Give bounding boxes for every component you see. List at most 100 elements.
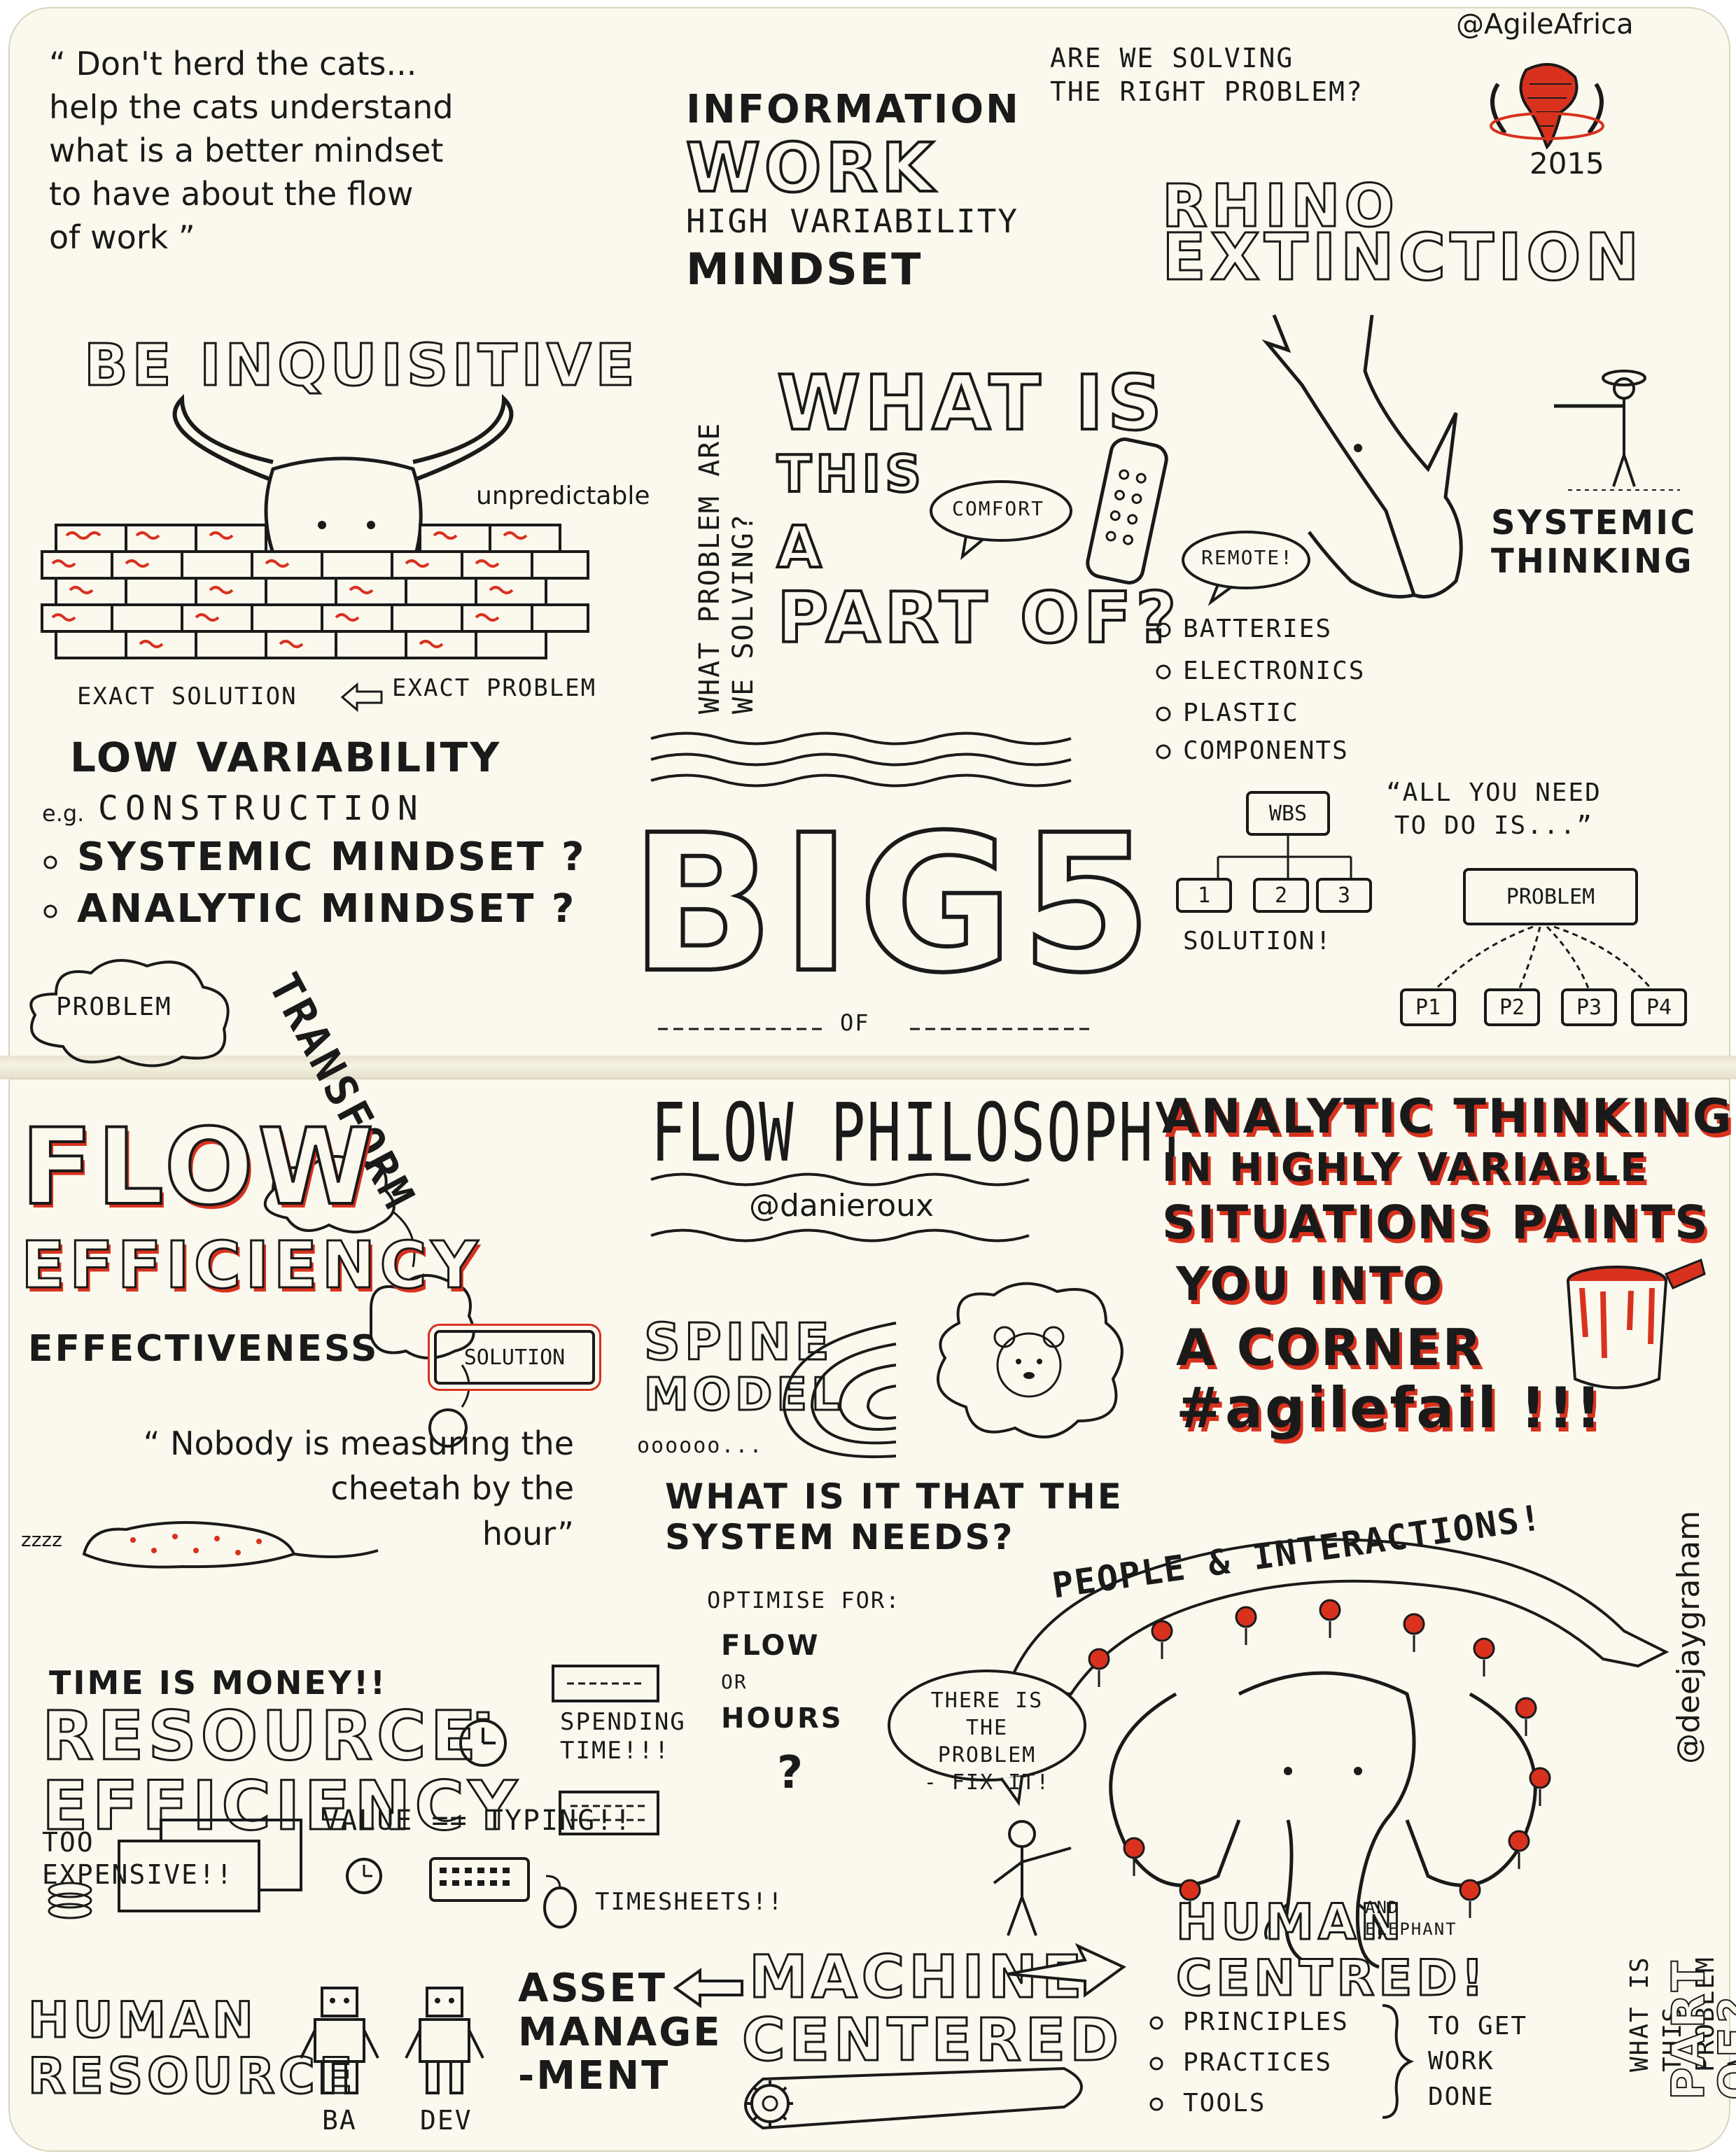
mouse-icon	[543, 1875, 577, 1928]
bear-thought-cloud-icon	[937, 1282, 1124, 1438]
mindset-bullet-icons	[43, 855, 57, 918]
construction-word: CONSTRUCTION	[98, 789, 425, 828]
buffalo-over-wall-icon	[41, 393, 589, 659]
spine-model-diagram-icon	[782, 1322, 897, 1459]
low-variability-title: LOW VARIABILITY	[70, 734, 502, 781]
wbs-box: WBS	[1246, 791, 1330, 836]
clock-icon	[346, 1858, 382, 1894]
remote-speech-bubble-icon	[1182, 531, 1310, 606]
problem-tree-arrows-icon	[1434, 925, 1653, 991]
cheetah-quote: “ Nobody is measuring the cheetah by the…	[143, 1424, 574, 1553]
danieroux-handle: @danieroux	[749, 1188, 934, 1224]
what-is-title-4: PART OF?	[776, 577, 1181, 659]
optimise-flow: FLOW	[721, 1630, 820, 1662]
remote-part-item: ELECTRONICS	[1183, 657, 1366, 685]
page-seam	[0, 1056, 1736, 1079]
paper-sheets-icon	[552, 1665, 659, 1835]
problem-root-box: PROBLEM	[1463, 868, 1638, 925]
optimise-hours: HOURS	[721, 1702, 844, 1735]
info-work-line3: HIGH VARIABILITY	[686, 202, 1019, 240]
analytic-line: #agilefail !!!	[1176, 1376, 1604, 1441]
value-typing: VALUE == TYPING!!	[322, 1805, 633, 1837]
right-problem-question: ARE WE SOLVING THE RIGHT PROBLEM?	[1050, 43, 1364, 107]
deejaygraham-handle: @deejaygraham	[1671, 1511, 1707, 1764]
rhino-title-1: RHINO	[1161, 172, 1399, 240]
comfort-label: COMFORT	[952, 497, 1045, 520]
zzz-label: zzzz	[21, 1528, 62, 1551]
systemic-thinking: SYSTEMIC THINKING	[1491, 503, 1698, 582]
exact-problem-label: EXACT PROBLEM	[392, 674, 597, 702]
problem-child-box: P2	[1484, 988, 1540, 1026]
remote-part-item: BATTERIES	[1183, 615, 1333, 643]
pointing-person-icon	[993, 1820, 1072, 1936]
ppt-item: TOOLS	[1183, 2089, 1266, 2118]
remote-part-item: PLASTIC	[1183, 699, 1299, 727]
problem-cloud-icon	[29, 959, 230, 1068]
spine-title: SPINE	[643, 1312, 834, 1371]
problem-child-box: P1	[1400, 988, 1456, 1026]
big5-title: BIG5	[628, 794, 1159, 1014]
dev-robot-icon	[405, 1987, 484, 2094]
resource-title: RESOURCE	[41, 1697, 481, 1775]
info-work-line4: MINDSET	[686, 244, 923, 295]
timesheets: TIMESHEETS!!	[595, 1888, 784, 1916]
efficiency-sub-title: EFFICIENCY	[41, 1767, 522, 1845]
be-inquisitive-title: BE INQUISITIVE	[83, 332, 639, 399]
what-is-title-1: WHAT IS	[776, 360, 1166, 447]
left-arrow-icon	[340, 682, 383, 713]
flow-philosophy-title: FLOW PHILOSOPHY	[651, 1087, 1191, 1180]
analytic-line: ANALYTIC THINKING	[1162, 1089, 1734, 1144]
optimise-or: OR	[721, 1670, 748, 1693]
human-resource-l2: RESOURCE	[27, 2047, 357, 2105]
comfort-speech-bubble-icon	[930, 480, 1072, 561]
what-is-this-part-big: PART OF?	[1662, 1956, 1736, 2101]
optimise-question: ?	[777, 1747, 806, 1799]
solution-box: SOLUTION	[434, 1330, 595, 1385]
human-resource-l1: HUMAN	[27, 1991, 258, 2049]
rhino-drawing-icon	[1261, 314, 1463, 598]
robot-label-dev: DEV	[420, 2105, 472, 2136]
robot-label-ba: BA	[322, 2105, 357, 2136]
fix-it-text: THERE IS THE PROBLEM - FIX IT!	[923, 1688, 1051, 1795]
wbs-tree-lines-icon	[1217, 836, 1352, 878]
fix-it-speech-bubble-icon	[888, 1670, 1086, 1807]
wbs-solution-label: SOLUTION!	[1183, 927, 1333, 955]
flow-title: FLOW	[20, 1107, 378, 1228]
big5-wave-lines-icon	[650, 732, 1072, 788]
agile-africa-logo-icon	[1490, 63, 1604, 150]
analytic-line: SITUATIONS PAINTS	[1162, 1196, 1710, 1250]
info-work-line1: INFORMATION	[686, 87, 1021, 132]
ba-robot-icon	[300, 1987, 379, 2094]
exact-solution-label: EXACT SOLUTION	[77, 682, 298, 710]
analytic-line: A CORNER	[1176, 1318, 1484, 1377]
analytic-line: YOU INTO	[1176, 1257, 1445, 1311]
remote-part-item: COMPONENTS	[1183, 736, 1349, 765]
hunter-icon	[1554, 370, 1680, 491]
spine-dots: oooooo...	[637, 1434, 764, 1458]
big5-of: OF	[840, 1009, 870, 1036]
money-stacks-icon	[48, 1819, 302, 1919]
system-needs-question: WHAT IS IT THAT THE SYSTEM NEEDS?	[665, 1476, 1124, 1558]
problem-child-box: P3	[1561, 988, 1617, 1026]
what-is-title-3: A	[776, 514, 826, 581]
systemic-mindset-item: SYSTEMIC MINDSET ?	[77, 834, 587, 880]
what-is-title-2: THIS	[776, 444, 926, 503]
bullet-icons	[1156, 622, 1171, 760]
sketchbook-page-bottom	[8, 1078, 1730, 2152]
big5-of-lines-icon	[658, 1028, 1092, 1030]
human-centred-l1: HUMAN	[1175, 1893, 1406, 1951]
sleeping-cheetah-icon	[82, 1521, 379, 1569]
stopwatch-icon	[459, 1711, 507, 1767]
wbs-child-box: 2	[1253, 878, 1309, 913]
quote-herd-cats: “ Don't herd the cats... help the cats u…	[49, 45, 454, 257]
ppt-brace-icon	[1382, 2004, 1415, 2119]
ppt-item: PRACTICES	[1183, 2048, 1333, 2077]
transform-clouds-icon	[263, 1155, 475, 1448]
to-get-work-done: TO GET WORK DONE	[1428, 2012, 1528, 2111]
effectiveness-label: EFFECTIVENESS	[28, 1328, 379, 1370]
human-centred-l2: CENTRED!	[1175, 1949, 1488, 2007]
problem-cloud-label: PROBLEM	[56, 993, 172, 1021]
construction-prefix: e.g.	[42, 800, 85, 827]
spending-time: SPENDING TIME!!!	[560, 1708, 686, 1765]
conveyor-belt-icon	[744, 2066, 1083, 2130]
